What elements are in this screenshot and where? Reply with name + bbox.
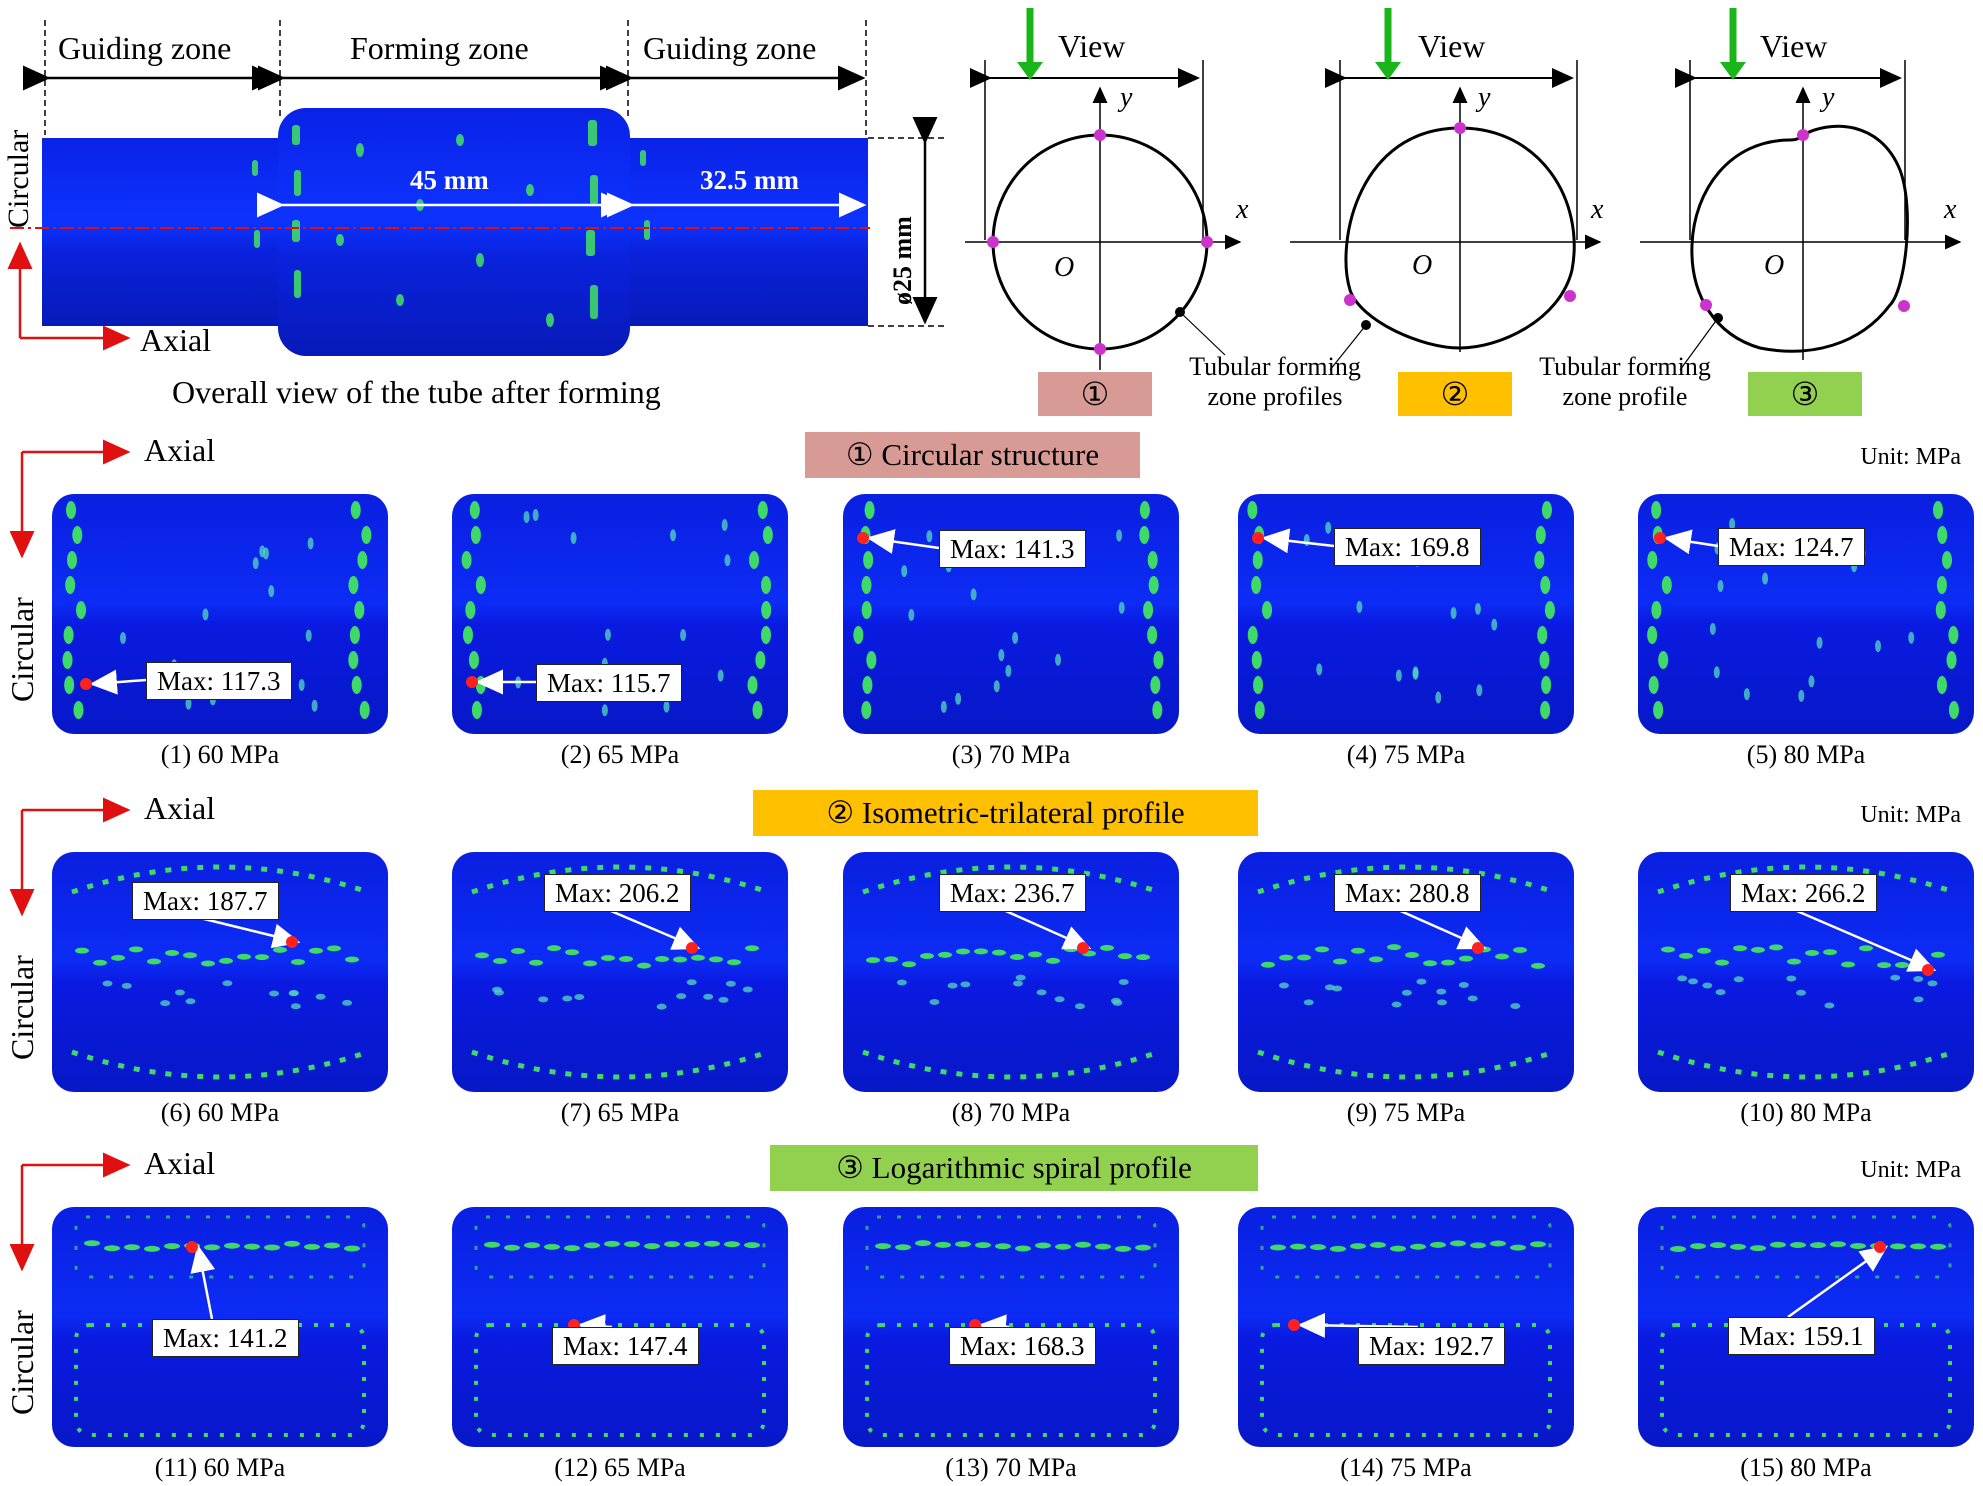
panel-caption: (10) 80 MPa bbox=[1740, 1098, 1872, 1127]
max-stress-label: Max: 159.1 bbox=[1728, 1317, 1875, 1355]
dimension-32-5mm: 32.5 mm bbox=[700, 165, 799, 195]
axial-label-2: Axial bbox=[144, 790, 216, 826]
profile2-origin: O bbox=[1412, 250, 1433, 281]
panel-caption: (8) 70 MPa bbox=[951, 1098, 1071, 1127]
max-stress-label: Max: 168.3 bbox=[949, 1327, 1096, 1365]
max-stress-label: Max: 187.7 bbox=[132, 882, 279, 920]
profile2-axis-y: y bbox=[1478, 82, 1491, 113]
panel-caption: (3) 70 MPa bbox=[951, 740, 1071, 769]
top-axial-label: Axial bbox=[140, 322, 212, 358]
zone-label-forming: Forming zone bbox=[350, 30, 529, 66]
profile1-origin: O bbox=[1054, 252, 1075, 283]
zone-label-guiding-right: Guiding zone bbox=[643, 30, 817, 66]
stress-contour-panel: Max: 169.8 bbox=[1238, 494, 1574, 734]
stress-contour-panel: Max: 168.3 bbox=[843, 1207, 1179, 1447]
stress-contour-panel: Max: 117.3 bbox=[52, 494, 388, 734]
tube-overview-diagram bbox=[7, 8, 1962, 371]
max-stress-label: Max: 141.3 bbox=[939, 530, 1086, 568]
profile1-view-label: View bbox=[1058, 28, 1126, 64]
profile1-badge: ① bbox=[1038, 372, 1152, 416]
profile2-badge: ② bbox=[1398, 372, 1512, 416]
stress-contour-panel: Max: 141.2 bbox=[52, 1207, 388, 1447]
section-title-2: ② Isometric-trilateral profile bbox=[753, 790, 1258, 836]
unit-label-3: Unit: MPa bbox=[1860, 1157, 1961, 1183]
panel-caption: (4) 75 MPa bbox=[1346, 740, 1466, 769]
profile1-axis-y: y bbox=[1120, 82, 1133, 113]
panel-caption: (11) 60 MPa bbox=[154, 1453, 286, 1482]
stress-contour-panel: Max: 115.7 bbox=[452, 494, 788, 734]
panel-caption: (15) 80 MPa bbox=[1740, 1453, 1872, 1482]
panel-caption: (7) 65 MPa bbox=[560, 1098, 680, 1127]
stress-contour-panel: Max: 147.4 bbox=[452, 1207, 788, 1447]
stress-contour-panel: Max: 206.2 bbox=[452, 852, 788, 1092]
profile-logarithmic-spiral bbox=[1640, 8, 1962, 360]
profile1-axis-x: x bbox=[1236, 194, 1249, 225]
circular-label-2: Circular bbox=[4, 955, 40, 1060]
max-stress-label: Max: 117.3 bbox=[146, 662, 292, 700]
panel-caption: (12) 65 MPa bbox=[554, 1453, 686, 1482]
dimension-45mm: 45 mm bbox=[410, 165, 489, 195]
stress-contour-panel: Max: 280.8 bbox=[1238, 852, 1574, 1092]
profile-circular bbox=[965, 8, 1242, 370]
axis-indicator-3 bbox=[10, 1152, 131, 1272]
max-stress-label: Max: 236.7 bbox=[939, 874, 1086, 912]
profile3-axis-x: x bbox=[1944, 194, 1957, 225]
overview-caption: Overall view of the tube after forming bbox=[172, 374, 661, 410]
stress-contour-panel: Max: 266.2 bbox=[1638, 852, 1974, 1092]
panel-caption: (6) 60 MPa bbox=[160, 1098, 280, 1127]
max-stress-label: Max: 192.7 bbox=[1358, 1327, 1505, 1365]
profile2-axis-x: x bbox=[1591, 194, 1604, 225]
panel-caption: (9) 75 MPa bbox=[1346, 1098, 1466, 1127]
profile3-badge: ③ bbox=[1748, 372, 1862, 416]
axial-label-3: Axial bbox=[144, 1145, 216, 1181]
stress-contour-panel: Max: 159.1 bbox=[1638, 1207, 1974, 1447]
unit-label-2: Unit: MPa bbox=[1860, 802, 1961, 828]
section-title-1: ① Circular structure bbox=[805, 432, 1140, 478]
profile2-note: Tubular forming zone profile bbox=[1539, 352, 1711, 411]
top-overview: Guiding zone Forming zone Guiding zone 4… bbox=[0, 0, 1983, 430]
circular-label-3: Circular bbox=[4, 1310, 40, 1415]
stress-contour-panel: Max: 236.7 bbox=[843, 852, 1179, 1092]
max-stress-label: Max: 147.4 bbox=[552, 1327, 699, 1365]
max-stress-label: Max: 169.8 bbox=[1334, 528, 1481, 566]
unit-label-1: Unit: MPa bbox=[1860, 444, 1961, 470]
axis-indicator-2 bbox=[10, 797, 131, 917]
dimension-diameter: ø25 mm bbox=[888, 216, 917, 305]
profile-isometric-trilateral bbox=[1290, 8, 1602, 352]
max-stress-label: Max: 141.2 bbox=[152, 1319, 299, 1357]
max-stress-label: Max: 280.8 bbox=[1334, 874, 1481, 912]
max-stress-label: Max: 266.2 bbox=[1730, 874, 1877, 912]
profile3-origin: O bbox=[1764, 250, 1785, 281]
max-stress-label: Max: 206.2 bbox=[544, 874, 691, 912]
panel-caption: (5) 80 MPa bbox=[1746, 740, 1866, 769]
zone-label-guiding-left: Guiding zone bbox=[58, 30, 232, 66]
top-circular-label: Circular bbox=[2, 129, 35, 228]
panel-caption: (2) 65 MPa bbox=[560, 740, 680, 769]
stress-contour-panel: Max: 124.7 bbox=[1638, 494, 1974, 734]
profile3-axis-y: y bbox=[1822, 82, 1835, 113]
profile2-view-label: View bbox=[1418, 28, 1486, 64]
stress-contour-panel: Max: 141.3 bbox=[843, 494, 1179, 734]
axis-indicator-1 bbox=[10, 439, 131, 559]
max-stress-label: Max: 124.7 bbox=[1718, 528, 1865, 566]
panel-caption: (14) 75 MPa bbox=[1340, 1453, 1472, 1482]
stress-contour-panel: Max: 192.7 bbox=[1238, 1207, 1574, 1447]
section-title-3: ③ Logarithmic spiral profile bbox=[770, 1145, 1258, 1191]
panel-caption: (13) 70 MPa bbox=[945, 1453, 1077, 1482]
max-stress-label: Max: 115.7 bbox=[536, 664, 682, 702]
panel-caption: (1) 60 MPa bbox=[160, 740, 280, 769]
stress-contour-panel: Max: 187.7 bbox=[52, 852, 388, 1092]
profile1-note: Tubular forming zone profiles bbox=[1189, 352, 1361, 411]
profile3-view-label: View bbox=[1760, 28, 1828, 64]
axial-label-1: Axial bbox=[144, 432, 216, 468]
circular-label-1: Circular bbox=[4, 597, 40, 702]
